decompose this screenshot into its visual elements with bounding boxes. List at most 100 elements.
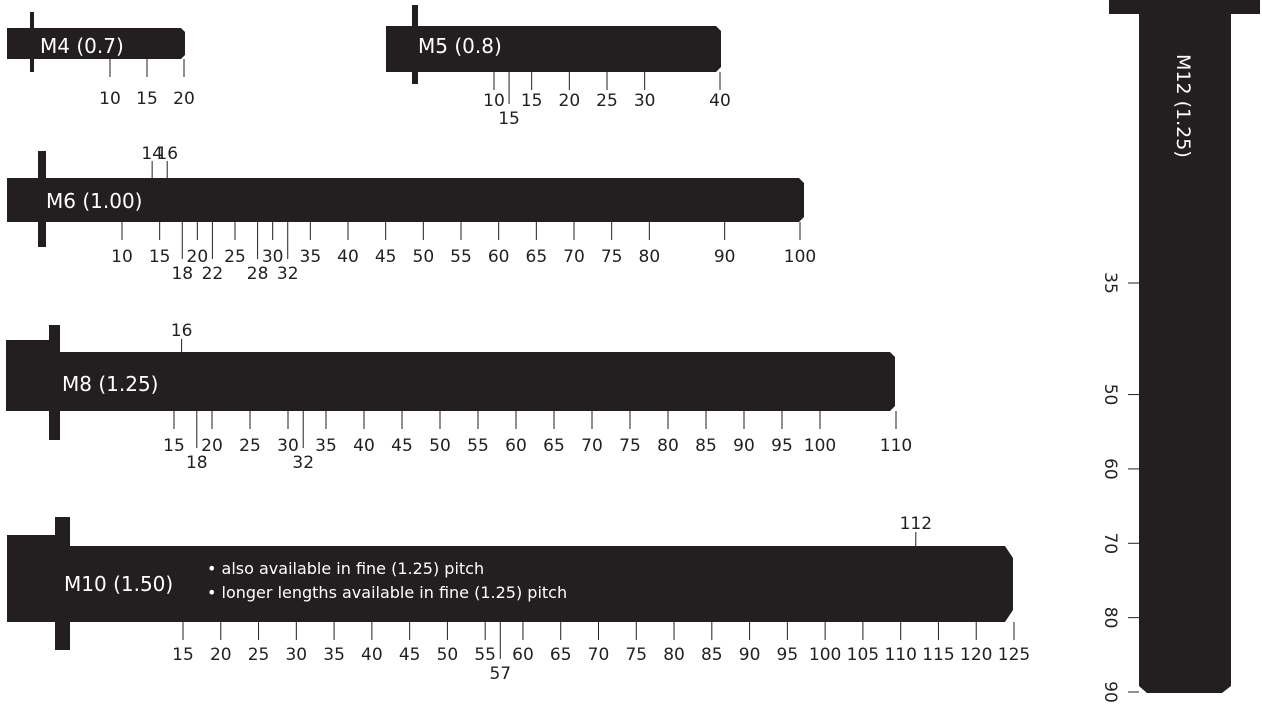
bolt-m6: M6 (1.00) bbox=[7, 151, 804, 247]
tick-label: 50 bbox=[429, 436, 451, 456]
tick-label: 22 bbox=[202, 264, 224, 284]
tick-label: 20 bbox=[173, 89, 195, 109]
tick-label: 95 bbox=[771, 436, 793, 456]
tick-label: 100 bbox=[809, 645, 841, 665]
tick-label: 57 bbox=[489, 664, 511, 684]
tick-label: 75 bbox=[601, 247, 623, 267]
tick-label: 55 bbox=[450, 247, 472, 267]
bolt-m12-label: M12 (1.25) bbox=[1172, 54, 1194, 158]
bolt-m8-shape bbox=[6, 325, 895, 440]
bolt-m4: M4 (0.7) bbox=[7, 12, 185, 72]
tick-label: 25 bbox=[239, 436, 261, 456]
tick-label: 70 bbox=[581, 436, 603, 456]
tick-label: 90 bbox=[733, 436, 755, 456]
tick-label: 30 bbox=[285, 645, 307, 665]
bolt-m8: M8 (1.25) bbox=[6, 325, 895, 440]
tick-label: 16 bbox=[171, 321, 193, 341]
tick-label: 50 bbox=[413, 247, 435, 267]
tick-label: 55 bbox=[467, 436, 489, 456]
bolt-m5: M5 (0.8) bbox=[386, 5, 721, 84]
bolt-note: • also available in fine (1.25) pitch bbox=[207, 559, 484, 578]
tick-label: 20 bbox=[559, 91, 581, 111]
tick-label: 95 bbox=[777, 645, 799, 665]
tick-label: 25 bbox=[248, 645, 270, 665]
tick-label: 70 bbox=[1100, 532, 1120, 554]
tick-label: 32 bbox=[292, 453, 314, 473]
tick-label: 90 bbox=[714, 247, 736, 267]
tick-label: 15 bbox=[149, 247, 171, 267]
tick-label: 60 bbox=[505, 436, 527, 456]
tick-label: 45 bbox=[399, 645, 421, 665]
tick-label: 100 bbox=[784, 247, 816, 267]
tick-label: 45 bbox=[391, 436, 413, 456]
bolt-m5-shape bbox=[386, 5, 721, 84]
tick-label: 14 bbox=[141, 144, 163, 164]
tick-label: 60 bbox=[512, 645, 534, 665]
tick-label: 75 bbox=[619, 436, 641, 456]
bolt-m6-shape bbox=[7, 151, 804, 247]
tick-label: 50 bbox=[1100, 384, 1120, 406]
tick-label: 40 bbox=[337, 247, 359, 267]
tick-label: 16 bbox=[156, 144, 178, 164]
tick-label: 90 bbox=[1100, 681, 1120, 703]
tick-label: 25 bbox=[596, 91, 618, 111]
tick-label: 115 bbox=[922, 645, 954, 665]
tick-label: 90 bbox=[739, 645, 761, 665]
tick-label: 10 bbox=[99, 89, 121, 109]
tick-label: 80 bbox=[639, 247, 661, 267]
tick-label: 85 bbox=[701, 645, 723, 665]
tick-label: 30 bbox=[262, 247, 284, 267]
tick-label: 65 bbox=[526, 247, 548, 267]
tick-label: 15 bbox=[136, 89, 158, 109]
tick-label: 112 bbox=[900, 514, 932, 534]
tick-label: 110 bbox=[884, 645, 916, 665]
tick-label: 15 bbox=[521, 91, 543, 111]
bolt-m10-label: M10 (1.50) bbox=[64, 572, 173, 596]
bolt-m4-label: M4 (0.7) bbox=[40, 34, 124, 58]
tick-label: 60 bbox=[488, 247, 510, 267]
bolt-m5-label: M5 (0.8) bbox=[418, 34, 502, 58]
tick-label: 20 bbox=[187, 247, 209, 267]
bolt-m4-shape bbox=[7, 12, 185, 72]
tick-label: 65 bbox=[550, 645, 572, 665]
tick-label: 15 bbox=[172, 645, 194, 665]
tick-label: 105 bbox=[847, 645, 879, 665]
tick-label: 30 bbox=[634, 91, 656, 111]
tick-label: 10 bbox=[483, 91, 505, 111]
tick-label: 80 bbox=[1100, 607, 1120, 629]
tick-label: 65 bbox=[543, 436, 565, 456]
tick-label: 50 bbox=[437, 645, 459, 665]
tick-label: 20 bbox=[210, 645, 232, 665]
bolt-m12: M12 (1.25) bbox=[1109, 0, 1260, 693]
tick-label: 30 bbox=[277, 436, 299, 456]
tick-label: 110 bbox=[880, 436, 912, 456]
bolt-m10: M10 (1.50) bbox=[7, 517, 1013, 650]
bolt-m12-shape bbox=[1109, 0, 1260, 693]
tick-label: 75 bbox=[625, 645, 647, 665]
tick-label: 18 bbox=[186, 453, 208, 473]
tick-label: 100 bbox=[804, 436, 836, 456]
bolt-m10-shape bbox=[7, 517, 1013, 650]
tick-label: 60 bbox=[1100, 458, 1120, 480]
tick-label: 35 bbox=[323, 645, 345, 665]
tick-label: 40 bbox=[361, 645, 383, 665]
tick-label: 15 bbox=[163, 436, 185, 456]
tick-label: 15 bbox=[498, 109, 520, 129]
tick-label: 125 bbox=[998, 645, 1030, 665]
tick-label: 32 bbox=[277, 264, 299, 284]
bolt-m6-label: M6 (1.00) bbox=[46, 189, 142, 213]
tick-label: 120 bbox=[960, 645, 992, 665]
tick-label: 25 bbox=[224, 247, 246, 267]
tick-label: 85 bbox=[695, 436, 717, 456]
tick-label: 70 bbox=[588, 645, 610, 665]
tick-label: 70 bbox=[563, 247, 585, 267]
bolt-note: • longer lengths available in fine (1.25… bbox=[207, 583, 567, 602]
tick-label: 18 bbox=[171, 264, 193, 284]
tick-label: 35 bbox=[1100, 272, 1120, 294]
tick-label: 80 bbox=[657, 436, 679, 456]
tick-label: 55 bbox=[474, 645, 496, 665]
tick-label: 28 bbox=[247, 264, 269, 284]
